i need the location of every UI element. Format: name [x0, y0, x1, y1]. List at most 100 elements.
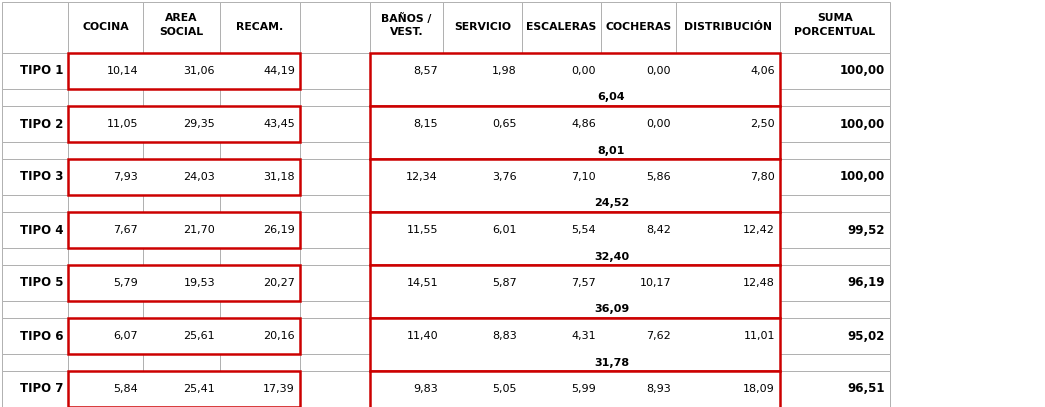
- Bar: [300, 248, 370, 265]
- Bar: [68, 318, 143, 354]
- Bar: [143, 248, 220, 265]
- Bar: [68, 142, 143, 159]
- Text: DISTRIBUCIÓN: DISTRIBUCIÓN: [684, 22, 772, 33]
- Text: 100,00: 100,00: [840, 171, 885, 184]
- Bar: [443, 212, 522, 248]
- Bar: [143, 53, 220, 89]
- Text: TIPO 5: TIPO 5: [20, 276, 63, 289]
- Bar: [522, 142, 601, 159]
- Bar: [676, 195, 780, 212]
- Bar: [68, 354, 143, 371]
- Text: 24,52: 24,52: [594, 199, 629, 208]
- Bar: [522, 53, 601, 89]
- Bar: [220, 2, 300, 53]
- Bar: [370, 89, 443, 106]
- Text: TIPO 1: TIPO 1: [20, 64, 63, 77]
- Bar: [370, 265, 780, 318]
- Bar: [220, 301, 300, 318]
- Text: 20,27: 20,27: [263, 278, 295, 288]
- Bar: [300, 371, 370, 407]
- Bar: [780, 248, 890, 265]
- Text: 0,65: 0,65: [492, 119, 517, 129]
- Bar: [68, 212, 300, 248]
- Text: 5,87: 5,87: [492, 278, 517, 288]
- Text: 12,48: 12,48: [743, 278, 775, 288]
- Bar: [220, 265, 300, 301]
- Bar: [220, 195, 300, 212]
- Text: 100,00: 100,00: [840, 118, 885, 131]
- Bar: [601, 53, 676, 89]
- Bar: [68, 89, 143, 106]
- Bar: [68, 212, 143, 248]
- Bar: [522, 371, 601, 407]
- Bar: [370, 301, 443, 318]
- Bar: [68, 265, 300, 301]
- Bar: [676, 2, 780, 53]
- Bar: [601, 159, 676, 195]
- Text: 0,00: 0,00: [647, 119, 671, 129]
- Bar: [676, 371, 780, 407]
- Bar: [68, 318, 300, 354]
- Text: 31,18: 31,18: [263, 172, 295, 182]
- Text: 12,42: 12,42: [743, 225, 775, 235]
- Bar: [300, 265, 370, 301]
- Bar: [676, 212, 780, 248]
- Text: 8,93: 8,93: [646, 384, 671, 394]
- Text: 11,55: 11,55: [407, 225, 438, 235]
- Text: 99,52: 99,52: [847, 223, 885, 236]
- Bar: [220, 212, 300, 248]
- Text: SERVICIO: SERVICIO: [454, 22, 511, 33]
- Text: 1,98: 1,98: [492, 66, 517, 76]
- Bar: [2, 318, 68, 354]
- Bar: [220, 371, 300, 407]
- Bar: [601, 106, 676, 142]
- Bar: [780, 53, 890, 89]
- Text: 25,41: 25,41: [183, 384, 215, 394]
- Bar: [68, 106, 143, 142]
- Bar: [370, 195, 443, 212]
- Bar: [68, 301, 143, 318]
- Bar: [68, 159, 143, 195]
- Bar: [143, 354, 220, 371]
- Bar: [2, 248, 68, 265]
- Text: 9,83: 9,83: [413, 384, 438, 394]
- Text: PORCENTUAL: PORCENTUAL: [794, 27, 876, 37]
- Bar: [68, 53, 300, 89]
- Text: 5,54: 5,54: [572, 225, 596, 235]
- Bar: [443, 142, 522, 159]
- Bar: [370, 142, 443, 159]
- Text: 8,01: 8,01: [598, 145, 625, 155]
- Text: 20,16: 20,16: [263, 331, 295, 341]
- Text: 96,51: 96,51: [847, 383, 885, 396]
- Bar: [443, 301, 522, 318]
- Text: 8,42: 8,42: [646, 225, 671, 235]
- Text: 10,17: 10,17: [640, 278, 671, 288]
- Bar: [370, 159, 443, 195]
- Text: 17,39: 17,39: [263, 384, 295, 394]
- Bar: [370, 318, 780, 371]
- Text: 21,70: 21,70: [183, 225, 215, 235]
- Bar: [2, 354, 68, 371]
- Bar: [370, 248, 443, 265]
- Bar: [370, 106, 443, 142]
- Text: 29,35: 29,35: [183, 119, 215, 129]
- Bar: [68, 195, 143, 212]
- Text: AREA: AREA: [165, 13, 198, 23]
- Bar: [220, 354, 300, 371]
- Bar: [601, 318, 676, 354]
- Bar: [522, 106, 601, 142]
- Bar: [780, 301, 890, 318]
- Bar: [522, 265, 601, 301]
- Text: 0,00: 0,00: [572, 66, 596, 76]
- Bar: [300, 159, 370, 195]
- Text: ESCALERAS: ESCALERAS: [527, 22, 597, 33]
- Text: 4,86: 4,86: [572, 119, 596, 129]
- Bar: [300, 106, 370, 142]
- Bar: [68, 265, 143, 301]
- Bar: [300, 142, 370, 159]
- Bar: [780, 89, 890, 106]
- Bar: [443, 159, 522, 195]
- Text: 8,57: 8,57: [413, 66, 438, 76]
- Bar: [780, 371, 890, 407]
- Bar: [68, 248, 143, 265]
